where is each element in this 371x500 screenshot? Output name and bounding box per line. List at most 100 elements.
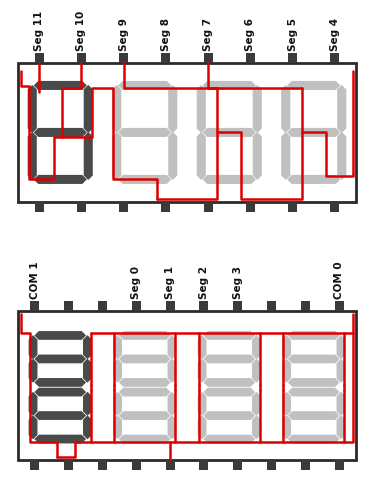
Polygon shape — [83, 335, 92, 359]
Polygon shape — [168, 416, 176, 440]
Bar — [30, 302, 39, 312]
Polygon shape — [203, 388, 255, 396]
Text: Seg 6: Seg 6 — [245, 18, 255, 51]
Polygon shape — [197, 85, 206, 133]
Bar — [301, 302, 310, 312]
Polygon shape — [203, 175, 256, 184]
Polygon shape — [203, 354, 255, 364]
Text: Seg 4: Seg 4 — [330, 18, 340, 51]
Bar — [18, 312, 356, 460]
Polygon shape — [252, 416, 261, 440]
Bar — [335, 302, 344, 312]
Bar — [204, 53, 213, 63]
Bar — [335, 460, 344, 470]
Polygon shape — [35, 354, 86, 364]
Polygon shape — [83, 392, 92, 416]
Polygon shape — [198, 335, 207, 359]
Polygon shape — [281, 85, 290, 133]
Polygon shape — [35, 388, 86, 396]
Polygon shape — [288, 411, 339, 420]
Polygon shape — [83, 416, 92, 440]
Text: COM 1: COM 1 — [30, 262, 40, 300]
Polygon shape — [336, 416, 345, 440]
Polygon shape — [336, 335, 345, 359]
Bar — [204, 202, 213, 212]
Polygon shape — [288, 354, 339, 364]
Polygon shape — [282, 392, 291, 416]
Polygon shape — [252, 335, 261, 359]
Bar — [77, 202, 86, 212]
Text: Seg 2: Seg 2 — [199, 266, 209, 300]
Polygon shape — [35, 331, 86, 340]
Polygon shape — [198, 392, 207, 416]
Polygon shape — [168, 85, 177, 133]
Polygon shape — [203, 411, 255, 420]
Bar — [132, 460, 141, 470]
Polygon shape — [28, 132, 37, 180]
Polygon shape — [336, 358, 345, 382]
Text: Seg 1: Seg 1 — [165, 266, 175, 300]
Polygon shape — [112, 85, 121, 133]
Polygon shape — [84, 85, 93, 133]
Polygon shape — [29, 392, 37, 416]
Polygon shape — [197, 132, 206, 180]
Bar — [233, 302, 242, 312]
Polygon shape — [282, 416, 291, 440]
Polygon shape — [282, 335, 291, 359]
Bar — [161, 202, 170, 212]
Bar — [132, 302, 141, 312]
Polygon shape — [336, 392, 345, 416]
Bar — [301, 460, 310, 470]
Text: Seg 7: Seg 7 — [203, 18, 213, 51]
Polygon shape — [34, 128, 87, 137]
Bar — [233, 460, 242, 470]
Bar — [165, 302, 175, 312]
Polygon shape — [337, 85, 346, 133]
Polygon shape — [83, 358, 92, 382]
Polygon shape — [287, 81, 340, 90]
Polygon shape — [29, 335, 37, 359]
Polygon shape — [281, 132, 290, 180]
Polygon shape — [34, 175, 87, 184]
Text: Seg 0: Seg 0 — [131, 266, 141, 300]
Text: Seg 3: Seg 3 — [233, 266, 243, 300]
Bar — [267, 460, 276, 470]
Text: Seg 11: Seg 11 — [34, 10, 44, 51]
Bar — [199, 302, 209, 312]
Polygon shape — [252, 392, 261, 416]
Polygon shape — [198, 416, 207, 440]
Bar — [35, 53, 44, 63]
Polygon shape — [118, 81, 171, 90]
Bar — [246, 53, 255, 63]
Polygon shape — [29, 416, 37, 440]
Bar — [119, 202, 128, 212]
Bar — [119, 53, 128, 63]
Polygon shape — [288, 331, 339, 340]
Polygon shape — [203, 81, 256, 90]
Polygon shape — [119, 434, 171, 444]
Bar — [330, 202, 339, 212]
Polygon shape — [282, 358, 291, 382]
Polygon shape — [113, 392, 122, 416]
Polygon shape — [288, 388, 339, 396]
Polygon shape — [288, 434, 339, 444]
Text: Seg 8: Seg 8 — [161, 18, 171, 51]
Bar — [77, 53, 86, 63]
Polygon shape — [337, 132, 346, 180]
Polygon shape — [118, 175, 171, 184]
Polygon shape — [119, 378, 171, 387]
Bar — [18, 63, 356, 202]
Polygon shape — [35, 378, 86, 387]
Bar — [330, 53, 339, 63]
Polygon shape — [35, 434, 86, 444]
Polygon shape — [113, 416, 122, 440]
Polygon shape — [119, 354, 171, 364]
Polygon shape — [168, 132, 177, 180]
Polygon shape — [168, 335, 176, 359]
Polygon shape — [119, 411, 171, 420]
Polygon shape — [198, 358, 207, 382]
Polygon shape — [287, 128, 340, 137]
Text: COM 0: COM 0 — [334, 262, 344, 300]
Polygon shape — [203, 331, 255, 340]
Bar — [267, 302, 276, 312]
